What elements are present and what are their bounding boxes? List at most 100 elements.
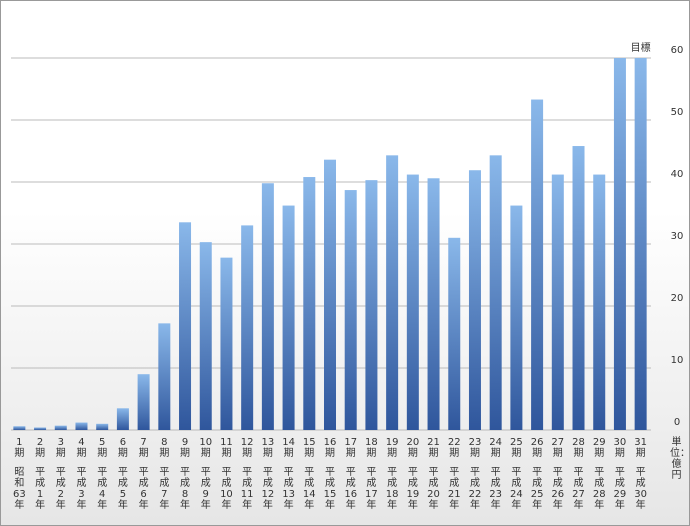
era-label: 平成27年 xyxy=(572,467,585,511)
era-label: 平成4年 xyxy=(97,467,108,511)
bar xyxy=(54,425,67,430)
x-tick-label: 8期 xyxy=(159,437,170,459)
bar xyxy=(510,205,523,430)
y-tick-label: 50 xyxy=(671,107,684,118)
x-tick-label: 13期 xyxy=(261,437,275,459)
era-label: 平成28年 xyxy=(592,467,606,511)
era-label: 平成8年 xyxy=(180,467,191,511)
era-label: 平成24年 xyxy=(510,467,523,511)
bar xyxy=(116,408,129,430)
era-label: 平成21年 xyxy=(447,467,461,511)
bar xyxy=(448,237,461,430)
x-tick-label: 4期 xyxy=(76,437,87,459)
bar xyxy=(13,426,26,430)
era-label: 平成9年 xyxy=(200,467,211,511)
x-tick-label: 27期 xyxy=(551,437,565,459)
x-tick-label: 25期 xyxy=(510,437,523,459)
era-label: 平成30年 xyxy=(634,467,647,511)
era-label: 平成2年 xyxy=(55,467,66,511)
era-label: 平成22年 xyxy=(468,467,482,511)
era-label: 昭和63年 xyxy=(12,467,26,511)
bar xyxy=(199,242,212,430)
x-tick-label: 21期 xyxy=(427,437,440,459)
era-label: 平成20年 xyxy=(427,467,440,511)
x-tick-label: 16期 xyxy=(323,437,337,459)
bar xyxy=(303,177,316,430)
bar xyxy=(551,174,564,430)
era-label: 平成18年 xyxy=(385,467,399,511)
bar xyxy=(613,58,626,430)
x-tick-label: 24期 xyxy=(489,437,503,459)
bar xyxy=(365,180,378,430)
bar xyxy=(468,170,481,430)
bar xyxy=(593,174,606,430)
bar xyxy=(489,155,502,430)
era-label: 平成29年 xyxy=(613,467,627,511)
x-tick-label: 14期 xyxy=(282,437,295,459)
x-tick-label: 31期 xyxy=(634,437,647,459)
x-tick-label: 19期 xyxy=(385,437,399,459)
era-label: 平成12年 xyxy=(261,467,275,511)
x-tick-label: 29期 xyxy=(592,437,606,459)
x-tick-label: 28期 xyxy=(572,437,585,459)
era-label: 平成6年 xyxy=(138,467,149,511)
bar xyxy=(406,174,419,430)
x-tick-label: 22期 xyxy=(447,437,461,459)
bar xyxy=(220,257,233,430)
bar xyxy=(282,205,295,430)
x-tick-label: 30期 xyxy=(613,437,627,459)
bar xyxy=(261,183,274,430)
bar xyxy=(34,427,47,430)
y-tick-label: 20 xyxy=(671,293,684,304)
x-tick-label: 20期 xyxy=(406,437,420,459)
era-label: 平成15年 xyxy=(323,467,337,511)
x-tick-label: 3期 xyxy=(55,437,66,459)
bar xyxy=(572,146,585,431)
y-tick-label: 10 xyxy=(671,355,684,366)
x-tick-label: 11期 xyxy=(220,437,233,459)
x-tick-label: 2期 xyxy=(35,437,46,459)
era-label: 平成10年 xyxy=(220,467,233,511)
bar xyxy=(427,178,440,430)
era-label: 平成13年 xyxy=(282,467,295,511)
x-tick-label: 10期 xyxy=(199,437,213,459)
target-label: 目標 xyxy=(631,41,651,54)
era-label: 平成3年 xyxy=(76,467,87,511)
unit-label: 単位：億円 xyxy=(670,437,690,481)
x-tick-label: 6期 xyxy=(117,437,128,459)
y-tick-label: 0 xyxy=(674,417,680,428)
bar xyxy=(344,190,357,430)
x-tick-label: 17期 xyxy=(344,437,358,459)
bar xyxy=(179,222,192,430)
era-label: 平成14年 xyxy=(302,467,316,511)
x-tick-label: 15期 xyxy=(302,437,316,459)
era-label: 平成19年 xyxy=(406,467,420,511)
y-tick-label: 60 xyxy=(671,45,684,56)
bar xyxy=(137,374,150,430)
era-label: 平成16年 xyxy=(344,467,358,511)
era-label: 平成25年 xyxy=(530,467,544,511)
x-tick-label: 26期 xyxy=(530,437,544,459)
era-label: 平成11年 xyxy=(240,467,254,511)
era-label: 平成17年 xyxy=(365,467,378,511)
era-label: 平成7年 xyxy=(159,467,170,511)
x-tick-label: 1期 xyxy=(14,437,25,459)
x-tick-label: 18期 xyxy=(365,437,378,459)
bar xyxy=(324,159,336,430)
era-label: 平成1年 xyxy=(35,467,46,511)
bar xyxy=(634,58,647,430)
era-label: 平成26年 xyxy=(551,467,565,511)
bar xyxy=(96,423,109,430)
x-tick-label: 23期 xyxy=(468,437,482,459)
era-label: 平成23年 xyxy=(489,467,503,511)
bar xyxy=(75,422,88,430)
x-tick-label: 5期 xyxy=(97,437,108,459)
y-tick-label: 30 xyxy=(671,231,684,242)
x-tick-label: 9期 xyxy=(180,437,191,459)
bar xyxy=(386,155,399,430)
bar xyxy=(241,225,254,430)
bar xyxy=(531,99,544,430)
era-label: 平成5年 xyxy=(117,467,128,511)
